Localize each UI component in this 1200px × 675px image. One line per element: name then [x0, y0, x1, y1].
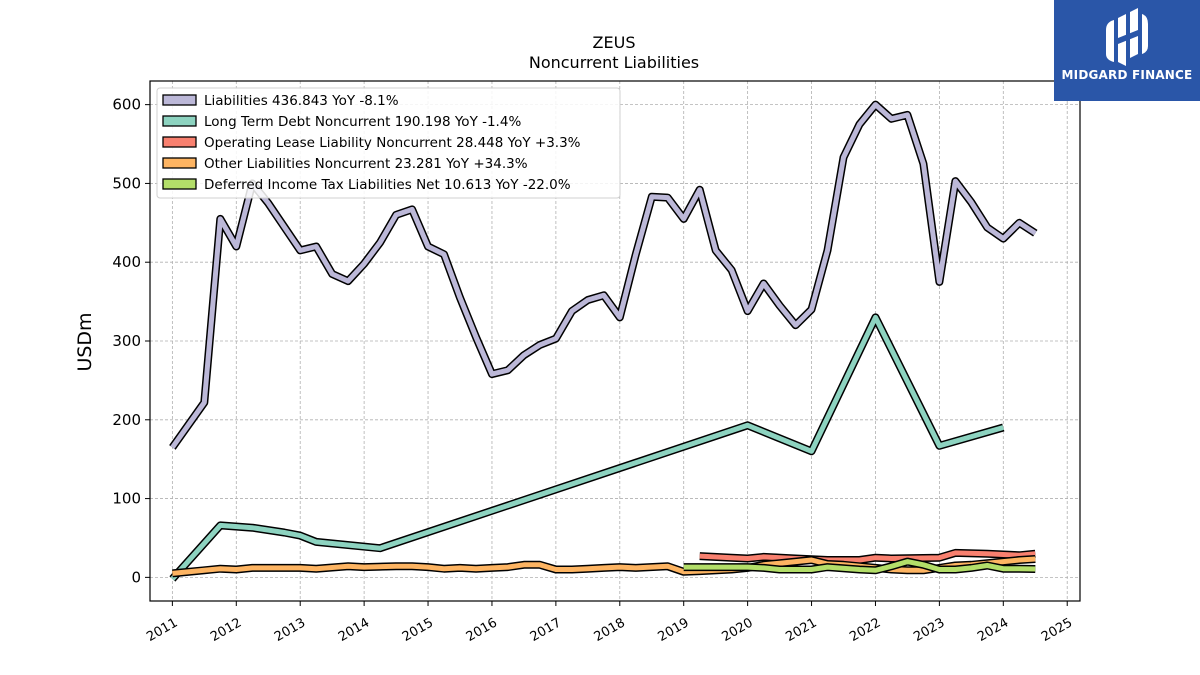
chart-title: ZEUS — [593, 33, 636, 52]
y-tick-label: 0 — [131, 568, 141, 586]
x-tick-label: 2016 — [464, 615, 500, 645]
series-line-operating-lease-liability-noncurrent — [699, 550, 1036, 563]
midgard-logo-icon — [1106, 8, 1148, 66]
series-line-long-term-debt-noncurrent — [170, 314, 1004, 581]
legend-entry: Deferred Income Tax Liabilities Net 10.6… — [204, 177, 571, 193]
series-line-deferred-income-tax-liabilities-net — [683, 559, 1036, 573]
y-tick-label: 100 — [112, 490, 141, 508]
x-tick-label: 2017 — [528, 615, 564, 645]
legend-entry: Liabilities 436.843 YoY -8.1% — [204, 93, 399, 109]
x-tick-label: 2023 — [911, 615, 947, 645]
legend-swatch — [162, 157, 197, 169]
y-tick-label: 500 — [112, 174, 141, 192]
x-tick-label: 2025 — [1039, 615, 1075, 645]
x-tick-label: 2011 — [144, 615, 180, 645]
series-line-liabilities — [170, 102, 1037, 449]
x-tick-label: 2024 — [975, 615, 1011, 645]
x-tick-label: 2021 — [783, 615, 819, 645]
brand-logo-text: MIDGARD FINANCE — [1061, 68, 1193, 82]
y-tick-label: 400 — [112, 253, 141, 271]
x-tick-label: 2020 — [719, 615, 755, 645]
x-tick-label: 2019 — [656, 615, 692, 645]
legend-swatch — [162, 136, 197, 148]
x-tick-label: 2022 — [847, 615, 883, 645]
y-tick-label: 600 — [112, 96, 141, 114]
legend-entry: Other Liabilities Noncurrent 23.281 YoY … — [204, 156, 528, 172]
legend-swatch — [162, 178, 197, 190]
y-tick-label: 200 — [112, 411, 141, 429]
y-axis-label: USDm — [74, 312, 96, 371]
chart-subtitle: Noncurrent Liabilities — [529, 53, 699, 72]
x-tick-label: 2015 — [400, 615, 436, 645]
legend-entry: Operating Lease Liability Noncurrent 28.… — [204, 135, 581, 151]
brand-logo: MIDGARD FINANCE — [1054, 0, 1200, 101]
series-outline-long-term-debt-noncurrent — [169, 313, 1005, 582]
legend: Liabilities 436.843 YoY -8.1% Long Term D… — [156, 87, 621, 199]
x-tick-label: 2014 — [336, 615, 372, 645]
legend-box — [156, 87, 621, 199]
y-tick-label: 300 — [112, 332, 141, 350]
x-tick-label: 2018 — [592, 615, 628, 645]
legend-swatch — [162, 115, 197, 127]
x-tick-label: 2012 — [208, 615, 244, 645]
x-tick-label: 2013 — [272, 615, 308, 645]
legend-entry: Long Term Debt Noncurrent 190.198 YoY -1… — [204, 114, 521, 130]
series-layer — [169, 100, 1038, 582]
series-line-other-liabilities-noncurrent — [172, 556, 1036, 576]
legend-swatch — [162, 94, 197, 106]
